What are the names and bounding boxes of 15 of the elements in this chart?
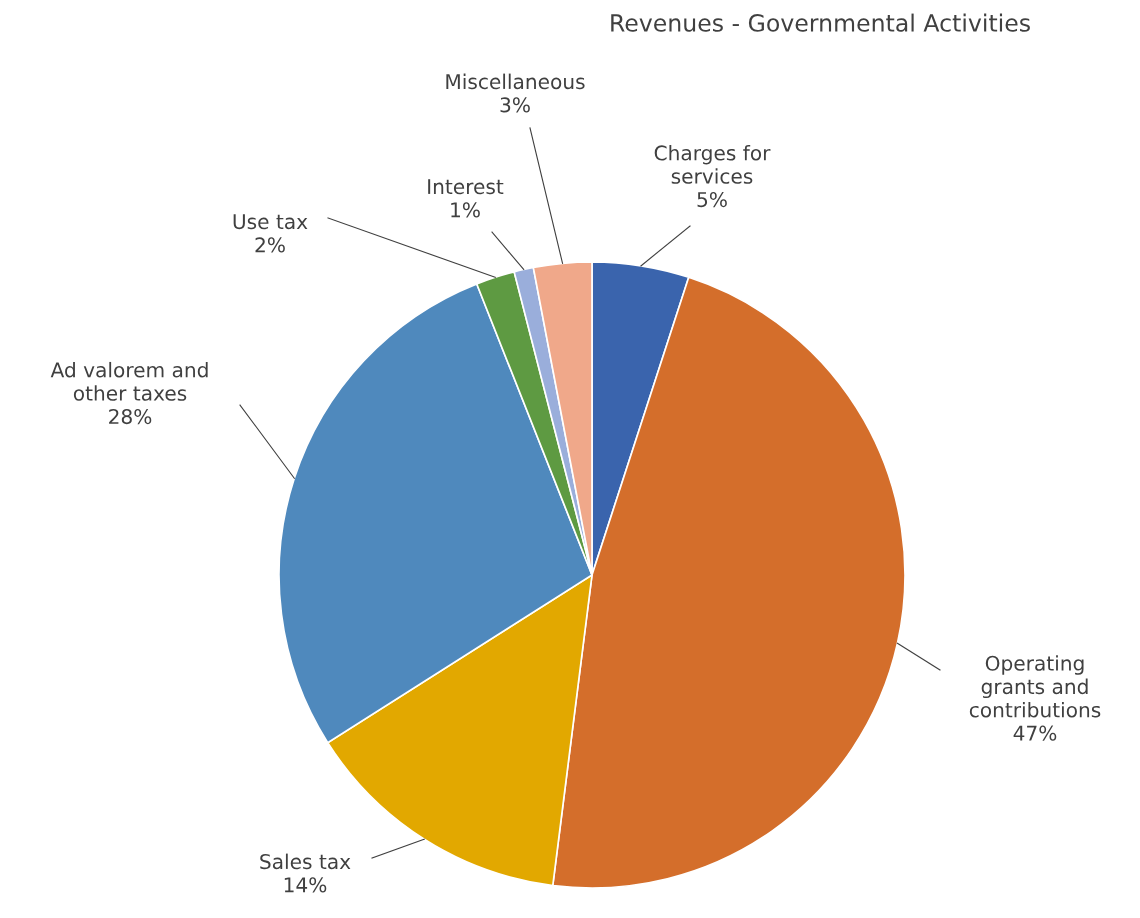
data-label: 1% xyxy=(451,202,480,218)
data-label: 3% xyxy=(500,97,530,113)
slice-label: Sales tax xyxy=(260,853,351,870)
data-label: 14% xyxy=(284,877,327,893)
chart-title: Revenues - Governmental Activities xyxy=(611,13,1030,32)
slice-label: Miscellaneous xyxy=(446,73,585,90)
slice-label: Operating grants and contributions xyxy=(969,655,1101,718)
slice-label: Interest xyxy=(428,179,504,195)
data-label: 28% xyxy=(109,408,152,425)
slice-label: Use tax xyxy=(233,214,308,230)
data-label: 5% xyxy=(697,191,727,208)
slice-label: Charges for services xyxy=(654,144,771,184)
slice-label: Ad valorem and other taxes xyxy=(50,361,208,401)
data-label: 47% xyxy=(1013,725,1057,741)
data-label: 2% xyxy=(255,237,285,253)
